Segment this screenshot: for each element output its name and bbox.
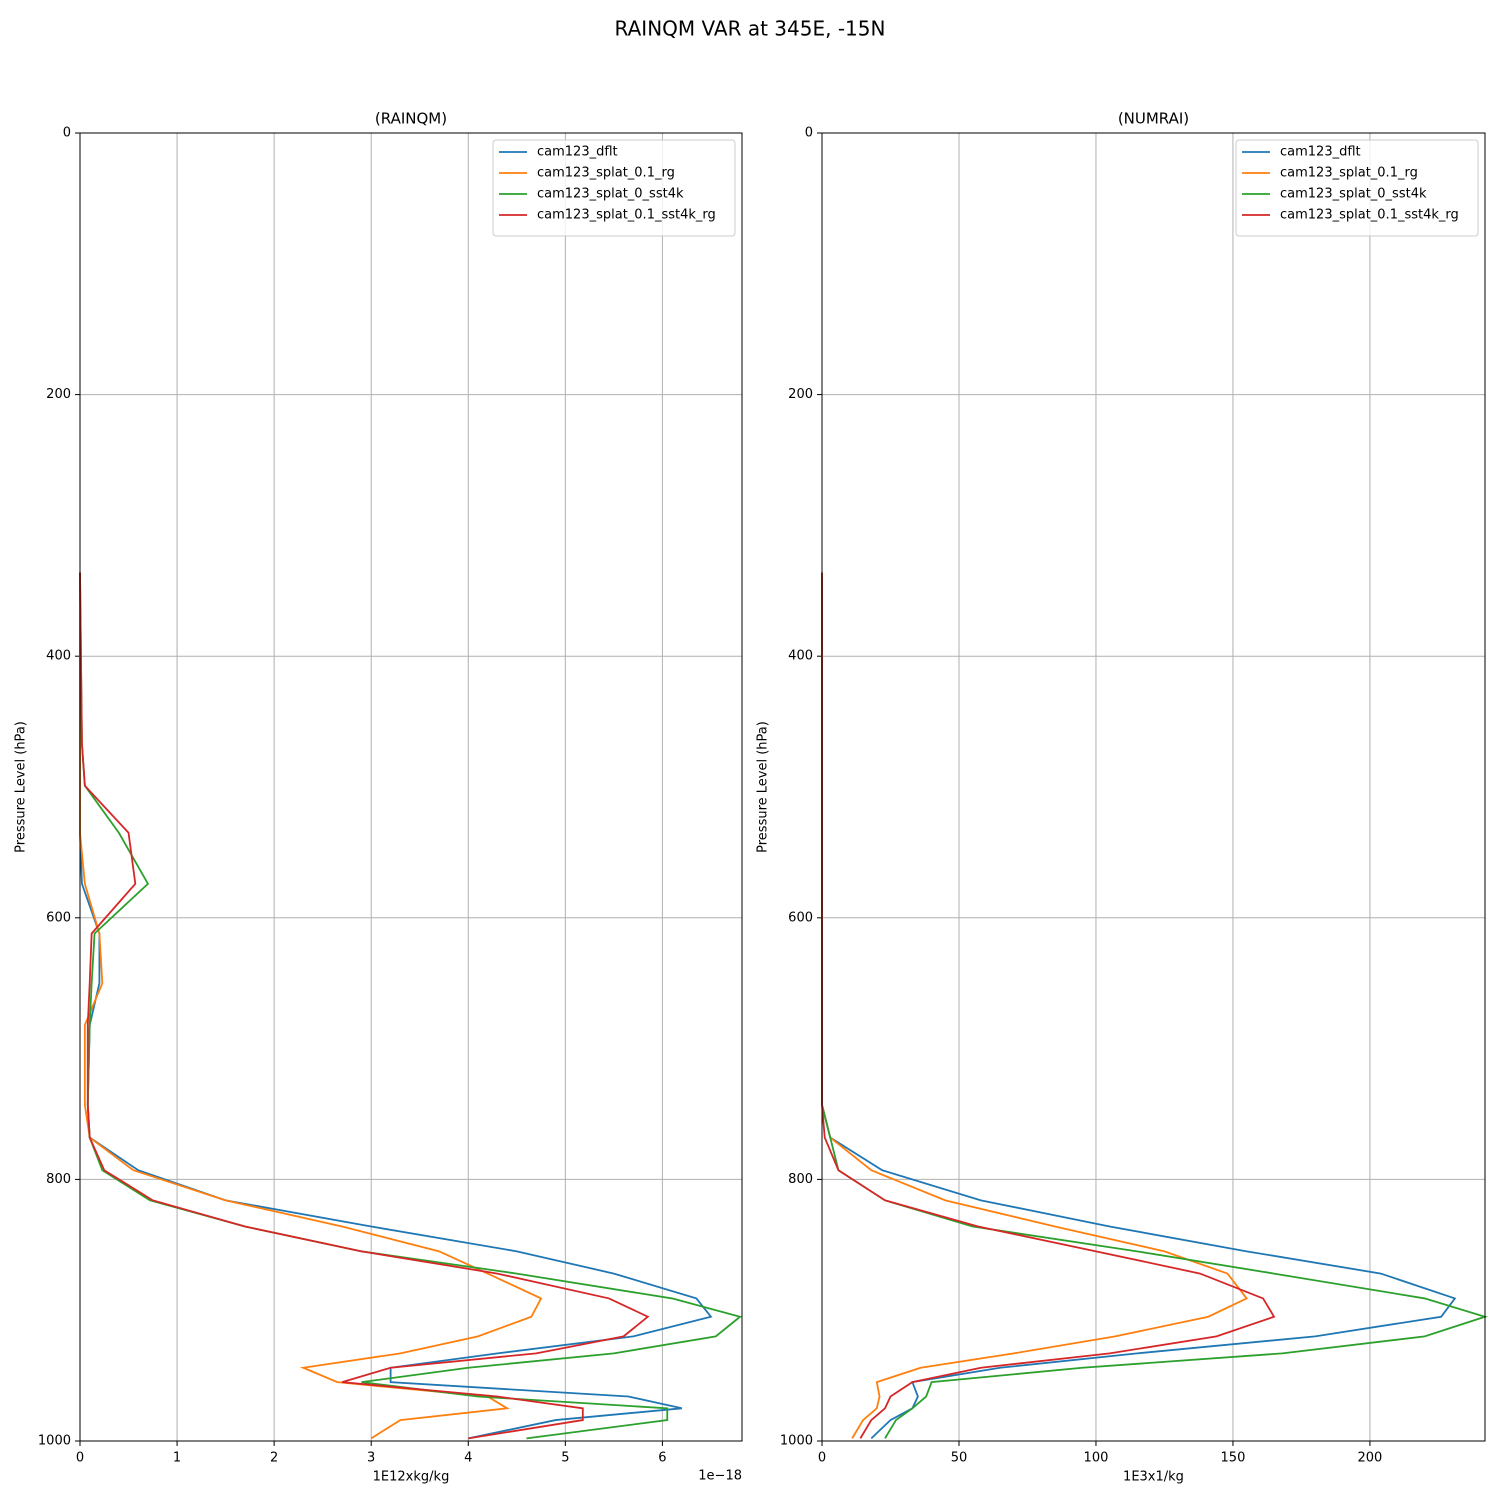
x-axis-label: 1E3x1/kg: [1123, 1470, 1184, 1485]
x-tick-label: 2: [270, 1451, 278, 1466]
x-tick-label: 50: [951, 1451, 968, 1466]
y-axis-label: Pressure Level (hPa): [14, 721, 29, 853]
y-tick-label: 1000: [780, 1434, 813, 1449]
legend-label: cam123_splat_0_sst4k: [1280, 187, 1427, 202]
legend-label: cam123_splat_0.1_sst4k_rg: [1280, 208, 1459, 223]
x-tick-label: 1: [173, 1451, 181, 1466]
legend-label: cam123_dflt: [1280, 145, 1361, 160]
axes-frame: [79, 132, 743, 1442]
data-line: [79, 572, 543, 1440]
legend-label: cam123_splat_0.1_rg: [1280, 166, 1418, 181]
y-tick-label: 1000: [38, 1434, 71, 1449]
legend-label: cam123_splat_0.1_sst4k_rg: [537, 208, 716, 223]
x-tick-label: 200: [1358, 1451, 1383, 1466]
x-axis-label: 1E12xkg/kg: [373, 1470, 450, 1485]
subplot-title: (RAINQM): [375, 110, 447, 128]
y-tick-label: 400: [46, 649, 71, 664]
x-tick-label: 100: [1084, 1451, 1109, 1466]
y-tick-label: 0: [63, 126, 71, 141]
legend-box: [1235, 139, 1479, 237]
x-tick-label: 6: [658, 1451, 666, 1466]
legend-label: cam123_splat_0_sst4k: [537, 187, 684, 202]
y-tick-label: 800: [788, 1172, 813, 1187]
y-tick-label: 800: [46, 1172, 71, 1187]
subplot-title: (NUMRAI): [1118, 110, 1189, 128]
x-tick-label: 4: [464, 1451, 472, 1466]
y-tick-label: 200: [788, 387, 813, 402]
axes-frame: [821, 132, 1486, 1442]
y-tick-label: 600: [788, 910, 813, 925]
x-tick-label: 0: [818, 1451, 826, 1466]
x-tick-label: 3: [367, 1451, 375, 1466]
figure-title: RAINQM VAR at 345E, -15N: [615, 17, 886, 41]
legend-box: [492, 139, 736, 237]
subplot: 0 1 2 3 4 5 6 0 200 400 600 800 1000 (RAINQM) 1E12xkg/…: [14, 110, 743, 1485]
data-line: [79, 572, 713, 1440]
legend-label: cam123_dflt: [537, 145, 618, 160]
legend-label: cam123_splat_0.1_rg: [537, 166, 675, 181]
x-tick-label: 0: [76, 1451, 84, 1466]
y-tick-label: 200: [46, 387, 71, 402]
y-tick-label: 0: [805, 126, 813, 141]
data-line: [79, 572, 650, 1440]
y-axis-label: Pressure Level (hPa): [756, 721, 771, 853]
x-offset-label: 1e−18: [698, 1469, 742, 1484]
y-tick-label: 600: [46, 910, 71, 925]
subplot: 0 50 100 150 200 0 200 400 600 800 1000 (NUMRAI) 1E3…: [756, 110, 1488, 1485]
x-tick-label: 5: [561, 1451, 569, 1466]
y-tick-label: 400: [788, 649, 813, 664]
x-tick-label: 150: [1221, 1451, 1246, 1466]
